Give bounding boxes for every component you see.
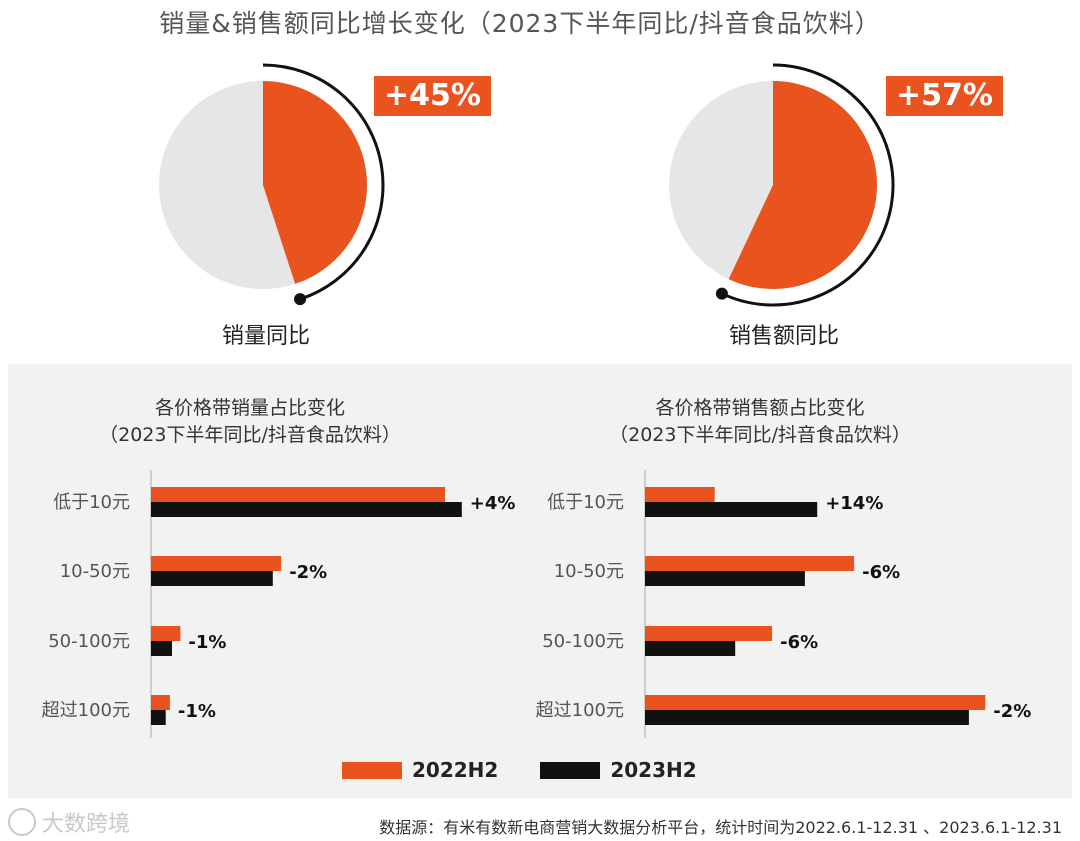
bar-2023h2 (645, 641, 736, 656)
page-title: 销量&销售额同比增长变化（2023下半年同比/抖音食品饮料） (159, 9, 881, 38)
amount-yoy-caption: 销售额同比 (728, 324, 839, 349)
legend: 2022H2 2023H2 (342, 758, 697, 782)
bar-2022h2 (151, 626, 181, 641)
pie-growth-slice (728, 81, 877, 289)
amount-chart-subtitle: （2023下半年同比/抖音食品饮料） (609, 424, 911, 446)
pie-outer-arc (262, 63, 385, 301)
change-data-label: +4% (470, 493, 516, 514)
volume-chart-title: 各价格带销量占比变化 （2023下半年同比/抖音食品饮料） (30, 395, 470, 449)
volume-yoy-caption: 销量同比 (221, 324, 310, 349)
volume-chart-subtitle: （2023下半年同比/抖音食品饮料） (99, 424, 401, 446)
legend-label-2023h2: 2023H2 (610, 758, 697, 782)
bar-2023h2 (645, 571, 805, 586)
pie-sales-volume-yoy (159, 63, 385, 306)
bar-2023h2 (151, 502, 462, 517)
bar-2023h2 (151, 641, 172, 656)
category-tick-label: 50-100元 (542, 631, 624, 652)
category-tick-label: 10-50元 (60, 561, 130, 582)
volume-growth-badge: +45% (374, 76, 491, 116)
category-tick-label: 超过100元 (536, 700, 624, 721)
category-tick-label: 低于10元 (53, 492, 130, 513)
pie-outer-arc (721, 63, 895, 307)
pie-sales-amount-yoy (669, 63, 895, 307)
amount-chart-title: 各价格带销售额占比变化 （2023下半年同比/抖音食品饮料） (540, 395, 980, 449)
legend-swatch-2022h2 (342, 761, 402, 779)
bar-2022h2 (151, 556, 282, 571)
bar-2022h2 (151, 695, 170, 710)
bar-2023h2 (645, 502, 818, 517)
bar-2023h2 (151, 571, 273, 586)
pie-growth-slice (263, 81, 367, 284)
pie-arc-end-dot (294, 293, 307, 306)
amount-chart-title-text: 各价格带销售额占比变化 (655, 397, 865, 419)
legend-swatch-2023h2 (540, 761, 601, 779)
change-data-label: -2% (993, 701, 1031, 722)
category-tick-label: 低于10元 (547, 492, 624, 513)
change-data-label: -2% (289, 562, 327, 583)
watermark-text: 大数跨境 (42, 812, 131, 837)
amount-growth-badge: +57% (886, 76, 1003, 116)
pie-arc-end-dot (715, 287, 728, 300)
bar-2023h2 (645, 710, 969, 725)
watermark: 大数跨境 (8, 806, 130, 838)
category-tick-label: 50-100元 (48, 631, 130, 652)
volume-chart-title-text: 各价格带销量占比变化 (154, 397, 345, 419)
change-data-label: -6% (862, 562, 900, 583)
change-data-label: -1% (188, 632, 226, 653)
bar-2022h2 (645, 626, 773, 641)
watermark-logo-icon (8, 808, 36, 836)
change-data-label: -1% (178, 701, 216, 722)
bar-2022h2 (645, 487, 715, 502)
bar-2022h2 (151, 487, 445, 502)
bar-2022h2 (645, 695, 986, 710)
category-tick-label: 超过100元 (42, 700, 130, 721)
change-data-label: -6% (780, 632, 818, 653)
legend-label-2022h2: 2022H2 (412, 758, 499, 782)
bar-2023h2 (151, 710, 166, 725)
data-source-note: 数据源：有米有数新电商营销大数据分析平台，统计时间为2022.6.1-12.31… (379, 818, 1062, 837)
category-tick-label: 10-50元 (554, 561, 624, 582)
change-data-label: +14% (825, 493, 883, 514)
bar-2022h2 (645, 556, 855, 571)
